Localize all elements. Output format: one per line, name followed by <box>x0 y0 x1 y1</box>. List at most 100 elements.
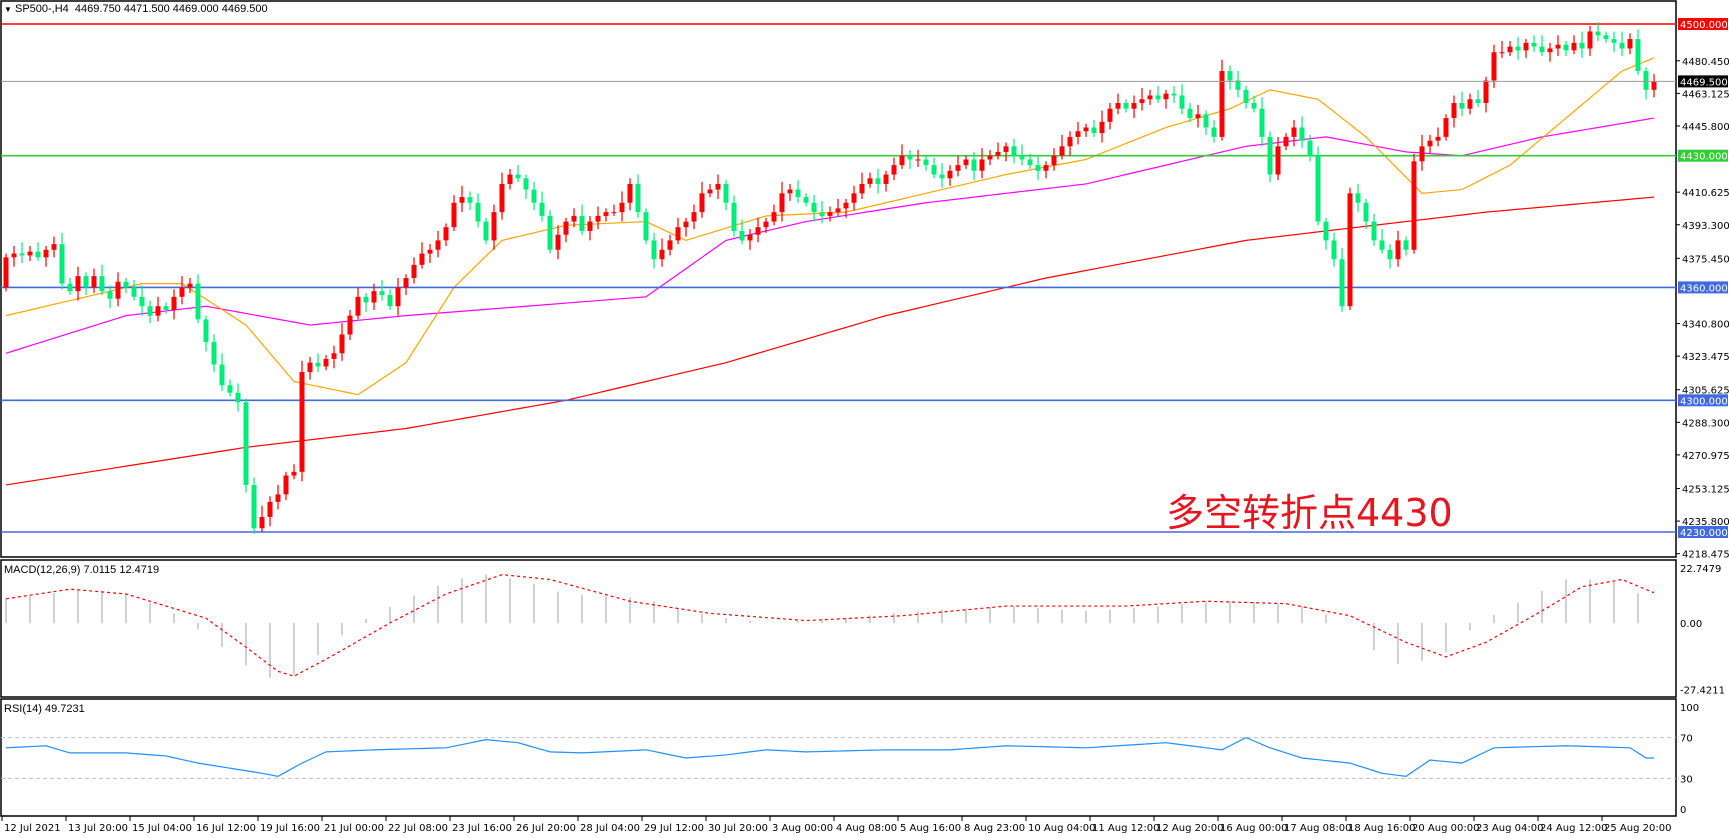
candle-body <box>491 212 497 241</box>
candle-body <box>1059 146 1065 156</box>
time-label: 15 Jul 04:00 <box>132 823 192 834</box>
price-tick-label: 4393.300 <box>1682 221 1729 232</box>
candle-body <box>1203 114 1209 128</box>
candle-body <box>1315 155 1321 222</box>
candle-body <box>1243 89 1249 104</box>
candle-body <box>435 240 441 250</box>
time-label: 29 Jul 12:00 <box>644 823 704 834</box>
candle-body <box>627 183 633 203</box>
macd-panel-frame <box>0 559 1677 698</box>
time-label: 18 Aug 16:00 <box>1348 823 1415 834</box>
candle-body <box>643 212 649 241</box>
candle-body <box>507 174 513 184</box>
candle-body <box>403 278 409 288</box>
candle-body <box>219 364 225 386</box>
rsi-axis-label: 100 <box>1680 703 1699 714</box>
candle-body <box>715 183 721 190</box>
level-label-box <box>1678 394 1728 407</box>
candle-body <box>483 221 489 241</box>
rsi-header: RSI(14) 49.7231 <box>4 703 85 715</box>
candle-body <box>411 264 417 279</box>
candle-body <box>675 227 681 241</box>
candle-body <box>1379 240 1385 250</box>
candle-body <box>1123 103 1129 109</box>
price-tick-label: 4480.450 <box>1682 57 1729 68</box>
candle-body <box>795 189 801 198</box>
candle-body <box>1363 202 1369 222</box>
candle-body <box>1571 42 1577 51</box>
candle-body <box>419 253 425 265</box>
candle-body <box>1539 46 1545 53</box>
candle-body <box>1459 103 1465 109</box>
candle-body <box>891 165 897 175</box>
candle-body <box>803 197 809 203</box>
candle-body <box>427 249 433 254</box>
time-label: 13 Jul 20:00 <box>68 823 128 834</box>
candle-body <box>1083 127 1089 132</box>
candle-body <box>1027 159 1033 166</box>
candle-body <box>155 306 161 316</box>
candle-body <box>1395 240 1401 260</box>
candle-body <box>1323 221 1329 241</box>
candle-body <box>1219 71 1225 137</box>
candle-body <box>1371 221 1377 241</box>
candle-body <box>35 251 41 258</box>
macd-axis-label: -27.4211 <box>1680 685 1725 696</box>
candle-body <box>1019 155 1025 160</box>
candle-body <box>1611 39 1617 43</box>
candle-body <box>771 212 777 222</box>
candle-body <box>19 253 25 256</box>
candle-body <box>899 155 905 166</box>
candle-body <box>1635 39 1641 72</box>
candle-body <box>315 362 321 367</box>
candle-body <box>707 189 713 194</box>
time-label: 8 Aug 23:00 <box>964 823 1025 834</box>
candle-body <box>203 319 209 342</box>
candle-body <box>1531 42 1537 47</box>
candle-body <box>1427 140 1433 147</box>
candle-body <box>571 215 577 222</box>
candle-body <box>59 244 65 284</box>
candle-body <box>699 193 705 213</box>
candle-body <box>603 212 609 216</box>
candle-body <box>1347 193 1353 307</box>
time-label: 23 Jul 16:00 <box>452 823 512 834</box>
main-panel-frame <box>0 0 1677 558</box>
candle-body <box>1475 99 1481 104</box>
candle-body <box>3 257 9 288</box>
candle-body <box>1171 93 1177 96</box>
price-tick-label: 4288.300 <box>1682 418 1729 429</box>
candle-body <box>1331 240 1337 260</box>
candle-body <box>243 402 249 485</box>
candle-body <box>1411 161 1417 250</box>
candle-body <box>811 202 817 213</box>
level-label: 4300.000 <box>1680 396 1728 407</box>
candle-body <box>691 212 697 222</box>
candle-body <box>611 212 617 214</box>
level-label-box <box>1678 281 1728 294</box>
candle-body <box>227 385 233 393</box>
candle-body <box>1091 127 1097 134</box>
candle-body <box>987 155 993 160</box>
time-label: 22 Jul 08:00 <box>388 823 448 834</box>
candle-body <box>1435 136 1441 141</box>
time-label: 12 Jul 2021 <box>4 823 61 834</box>
candle-body <box>1403 240 1409 250</box>
candle-body <box>1603 35 1609 40</box>
candle-body <box>1451 103 1457 119</box>
candle-body <box>555 234 561 250</box>
macd-axis-label: 22.7479 <box>1680 564 1721 575</box>
candle-body <box>11 253 17 258</box>
candle-body <box>331 353 337 359</box>
price-tick-label: 4305.625 <box>1682 386 1729 397</box>
chart-menu-triangle-icon[interactable]: ▼ <box>4 5 12 14</box>
ma-mid-line <box>5 117 1655 354</box>
candle-body <box>619 202 625 213</box>
candle-body <box>339 334 345 354</box>
candle-body <box>659 249 665 260</box>
candle-body <box>115 281 121 299</box>
candle-body <box>1155 95 1161 100</box>
candle-body <box>523 178 529 190</box>
candle-body <box>195 283 201 320</box>
